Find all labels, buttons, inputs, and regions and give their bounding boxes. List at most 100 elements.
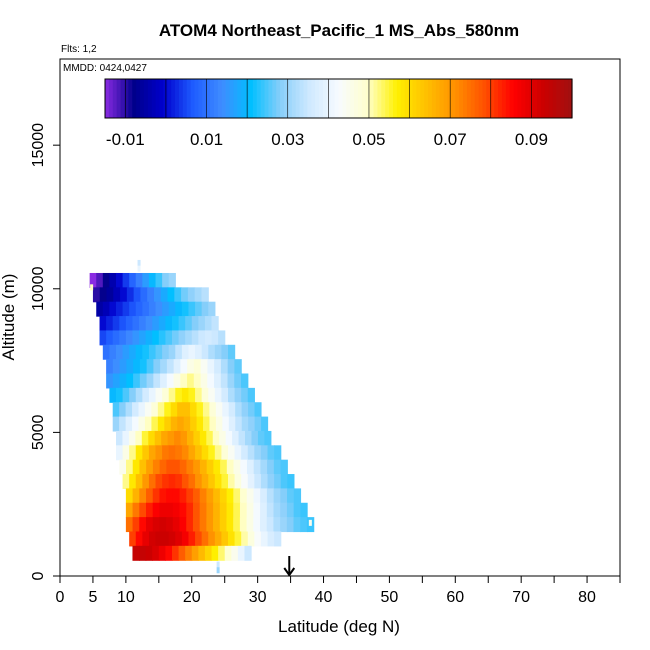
heatmap-cell [162, 445, 170, 461]
colorbar-segment [116, 79, 122, 118]
heatmap-cell [132, 416, 140, 432]
heatmap-cell [109, 344, 117, 360]
colorbar-segment [435, 79, 441, 118]
colorbar-segment [105, 79, 110, 118]
heatmap-cell [193, 359, 202, 375]
colorbar-segment [326, 79, 332, 118]
colorbar-tick-label: 0.03 [271, 130, 304, 149]
heatmap-cell [293, 488, 302, 504]
heatmap-cell [241, 445, 249, 461]
heatmap-cell [146, 488, 154, 504]
heatmap-point [90, 284, 94, 291]
heatmap-cell [209, 416, 217, 432]
heatmap-cell [233, 459, 241, 475]
colorbar-segment [342, 79, 347, 118]
heatmap-cell [235, 402, 243, 418]
heatmap-cell [183, 402, 191, 418]
heatmap-cell [221, 445, 229, 461]
colorbar-segment [459, 79, 464, 118]
heatmap-cell [145, 330, 153, 346]
heatmap-cell [106, 359, 114, 375]
heatmap-cell [126, 359, 134, 375]
heatmap-cell [132, 545, 140, 561]
x-tick-label: 50 [381, 589, 399, 606]
heatmap-cell [286, 502, 295, 518]
heatmap-cell [208, 474, 216, 489]
heatmap-cell [126, 373, 134, 389]
heatmap-cell [220, 359, 229, 375]
colorbar-segment [108, 79, 114, 118]
colorbar-segment [389, 79, 394, 118]
heatmap-cell [112, 416, 120, 432]
heatmap-cell [214, 531, 223, 547]
heatmap-cell [142, 272, 150, 288]
heatmap-cell [204, 330, 213, 346]
colorbar-segment [272, 79, 277, 118]
heatmap-cell [195, 387, 203, 403]
colorbar-frame [104, 78, 573, 119]
heatmap-cell [186, 459, 194, 475]
colorbar-segment [260, 79, 266, 118]
heatmap-cell [193, 373, 202, 389]
colorbar-segment [517, 79, 523, 118]
colorbar-segment [455, 79, 460, 118]
heatmap-cell [214, 344, 223, 360]
heatmap-cell [122, 387, 130, 403]
colorbar-segment [276, 79, 281, 118]
heatmap-cell [241, 387, 249, 403]
heatmap-cell [172, 502, 181, 518]
colorbar-segment [112, 79, 118, 118]
heatmap-cell [165, 316, 173, 332]
colorbar-segment [256, 79, 262, 118]
heatmap-cell [196, 402, 204, 418]
heatmap-cell [260, 488, 268, 504]
heatmap-cell [120, 287, 128, 303]
heatmap-cell [135, 445, 143, 461]
heatmap-cell [219, 517, 228, 533]
colorbar-segment [182, 79, 188, 118]
heatmap-cell [152, 502, 161, 518]
heatmap-cell [267, 531, 275, 547]
heatmap-cell [132, 316, 140, 332]
heatmap-cell [144, 416, 153, 432]
x-tick-label: 30 [249, 589, 267, 606]
heatmap-cell [133, 359, 141, 375]
heatmap-cell [185, 545, 193, 561]
heatmap-cell [159, 488, 167, 504]
heatmap-cell [233, 502, 241, 518]
heatmap-cell [142, 301, 150, 317]
heatmap-cell [112, 402, 120, 418]
heatmap-cell [155, 301, 163, 317]
heatmap-cell [240, 488, 248, 504]
heatmap-cell [181, 531, 190, 547]
heatmap-cell [152, 459, 161, 475]
heatmap-cell [109, 301, 117, 317]
heatmap-cell [280, 488, 288, 504]
colorbar-tick-label: 0.05 [352, 130, 385, 149]
heatmap-cell [145, 545, 153, 561]
heatmap-cell [227, 359, 236, 375]
colorbar-segment [447, 79, 452, 118]
heatmap [89, 259, 315, 574]
heatmap-cell [162, 344, 170, 360]
heatmap-cell [133, 287, 142, 303]
x-axis-label: Latitude (deg N) [278, 617, 400, 636]
colorbar-segment [268, 79, 273, 118]
heatmap-cell [119, 402, 127, 418]
heatmap-cell [188, 344, 196, 360]
colorbar-segment [237, 79, 242, 118]
heatmap-cell [119, 316, 127, 332]
heatmap-cell [152, 330, 160, 346]
heatmap-cell [146, 502, 154, 518]
heatmap-cell [266, 488, 275, 504]
colorbar-segment [424, 79, 429, 118]
heatmap-cell [168, 445, 176, 461]
plot-frame [59, 58, 621, 577]
heatmap-cell [181, 287, 189, 303]
heatmap-cell [183, 416, 191, 432]
heatmap-cell [231, 545, 239, 561]
heatmap-cell [260, 531, 269, 547]
colorbar-segment [295, 79, 301, 118]
heatmap-cell [135, 344, 143, 360]
heatmap-cell [199, 502, 207, 518]
